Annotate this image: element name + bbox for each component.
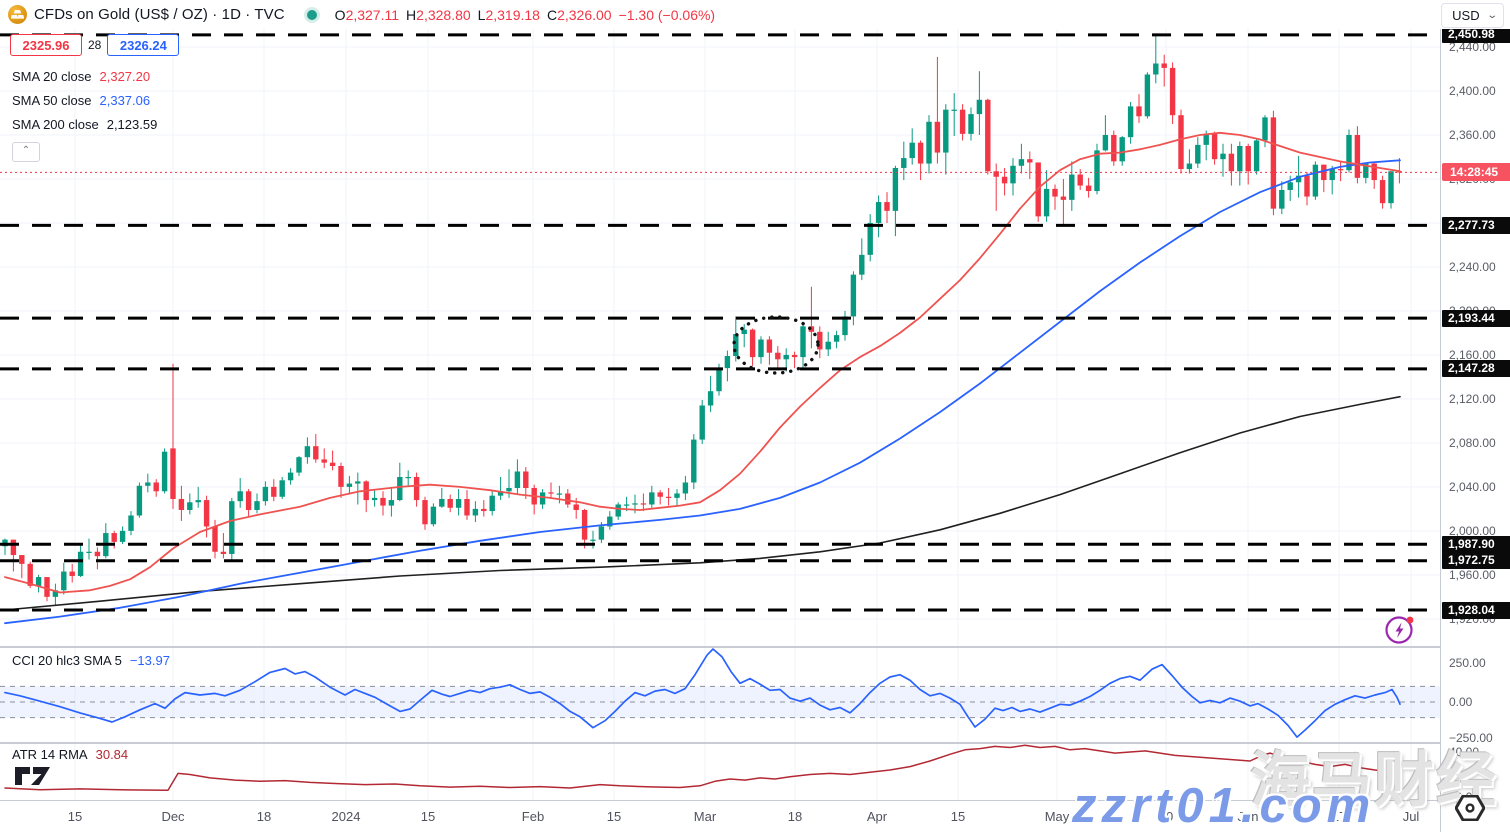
market-status-dot[interactable] bbox=[306, 9, 317, 20]
price-axis[interactable]: 1,920.00 1,960.00 2,000.00 2,040.00 2,080.00… bbox=[1440, 0, 1510, 832]
price-tick: 1,960.00 bbox=[1449, 567, 1496, 582]
close-value: 2,326.00 bbox=[557, 6, 612, 23]
low-label: L bbox=[477, 6, 486, 23]
time-tick: 18 bbox=[256, 809, 272, 824]
spread-value: 28 bbox=[82, 38, 108, 52]
atr-title: ATR 14 RMA bbox=[12, 747, 88, 762]
cci-tick: 0.00 bbox=[1449, 695, 1473, 709]
market-flash-icon[interactable] bbox=[1382, 611, 1418, 647]
high-value: 2,328.80 bbox=[416, 6, 471, 23]
ellipse-annotation bbox=[732, 315, 820, 375]
time-tick: Dec bbox=[161, 809, 185, 824]
time-tick: 15 bbox=[606, 809, 622, 824]
order-panel: 2325.96 28 2326.24 bbox=[10, 34, 180, 56]
atr-value: 30.84 bbox=[95, 747, 129, 762]
time-tick: 2024 bbox=[331, 809, 361, 824]
high-label: H bbox=[406, 6, 417, 23]
time-tick: Jun bbox=[1237, 809, 1259, 824]
legend-row-sma20[interactable]: SMA 20 close 2,327.20 bbox=[12, 64, 157, 88]
price-tick: 2,040.00 bbox=[1449, 479, 1496, 494]
open-value: 2,327.11 bbox=[345, 6, 400, 23]
time-tick: Apr bbox=[866, 809, 888, 824]
cci-tick: 250.00 bbox=[1449, 656, 1486, 670]
open-label: O bbox=[334, 6, 346, 23]
level-price-label: 1,972.75 bbox=[1442, 552, 1510, 570]
cci-value: −13.97 bbox=[129, 653, 170, 668]
currency-dropdown[interactable]: USD ⌄ bbox=[1441, 3, 1504, 28]
time-tick: 15 bbox=[950, 809, 966, 824]
symbol-block[interactable]: CFDs on Gold (US$ / OZ) · 1D · TVC bbox=[8, 5, 285, 24]
currency-label: USD bbox=[1452, 8, 1480, 23]
tradingview-logo[interactable] bbox=[14, 766, 56, 786]
sma20-name: SMA 20 close bbox=[12, 68, 92, 84]
level-price-label: 2,277.73 bbox=[1442, 216, 1510, 234]
price-tick: 2,240.00 bbox=[1449, 259, 1496, 274]
indicator-legend: SMA 20 close 2,327.20 SMA 50 close 2,337… bbox=[12, 64, 157, 162]
sma200-name: SMA 200 close bbox=[12, 116, 99, 132]
price-tick: 2,080.00 bbox=[1449, 435, 1496, 450]
level-price-label: 2,193.44 bbox=[1442, 309, 1510, 327]
sell-price-button[interactable]: 2325.96 bbox=[10, 34, 82, 56]
sma200-value: 2,123.59 bbox=[106, 116, 158, 132]
time-axis[interactable]: 15 Dec 18 2024 15 Feb 15 Mar 18 Apr 15 May 20 Jun 17 Ju… bbox=[0, 800, 1510, 833]
atr-tick: 20.00 bbox=[1449, 790, 1480, 804]
gold-coin-icon bbox=[8, 5, 27, 24]
time-tick: 20 bbox=[1158, 809, 1174, 824]
price-tick: 2,400.00 bbox=[1449, 83, 1496, 98]
time-tick: 17 bbox=[1331, 809, 1347, 824]
chevron-down-icon: ⌄ bbox=[1485, 10, 1498, 21]
ohlc-values: O2,327.11 H2,328.80 L2,319.18 C2,326.00 … bbox=[335, 7, 715, 23]
time-tick: 15 bbox=[67, 809, 83, 824]
price-tick: 2,120.00 bbox=[1449, 391, 1496, 406]
chart-header: CFDs on Gold (US$ / OZ) · 1D · TVC O2,32… bbox=[0, 0, 1510, 29]
level-price-label: 1,928.04 bbox=[1442, 601, 1510, 619]
cci-title: CCI 20 hlc3 SMA 5 bbox=[12, 653, 122, 668]
price-tick: 2,160.00 bbox=[1449, 347, 1496, 362]
low-value: 2,319.18 bbox=[485, 6, 540, 23]
price-tick: 2,000.00 bbox=[1449, 523, 1496, 538]
collapse-legend-button[interactable]: ⌃ bbox=[12, 142, 40, 162]
level-price-label: 1,987.90 bbox=[1442, 535, 1510, 553]
sma50-value: 2,337.06 bbox=[99, 92, 151, 108]
price-tick: 2,360.00 bbox=[1449, 127, 1496, 142]
time-tick: 15 bbox=[420, 809, 436, 824]
legend-row-sma50[interactable]: SMA 50 close 2,337.06 bbox=[12, 88, 157, 112]
cci-legend[interactable]: CCI 20 hlc3 SMA 5 −13.97 bbox=[12, 653, 170, 668]
time-tick: Feb bbox=[521, 809, 545, 824]
level-price-label: 2,147.28 bbox=[1442, 360, 1510, 378]
price-tick: 2,440.00 bbox=[1449, 40, 1496, 54]
sma20-value: 2,327.20 bbox=[99, 68, 151, 84]
symbol-title: CFDs on Gold (US$ / OZ) · 1D · TVC bbox=[34, 6, 285, 23]
level-price-label: 2,450.98 bbox=[1442, 26, 1510, 44]
bar-countdown-label: 14:28:45 bbox=[1442, 163, 1510, 182]
time-tick: 18 bbox=[787, 809, 803, 824]
time-tick: Mar bbox=[693, 809, 717, 824]
buy-price-button[interactable]: 2326.24 bbox=[107, 34, 180, 56]
cci-tick: −250.00 bbox=[1449, 731, 1493, 745]
legend-row-sma200[interactable]: SMA 200 close 2,123.59 bbox=[12, 112, 157, 136]
close-label: C bbox=[546, 6, 558, 23]
atr-tick: 40.00 bbox=[1449, 745, 1480, 759]
atr-legend[interactable]: ATR 14 RMA 30.84 bbox=[12, 747, 128, 762]
change-value: −1.30 (−0.06%) bbox=[618, 6, 716, 23]
sma50-name: SMA 50 close bbox=[12, 92, 92, 108]
time-tick: May bbox=[1044, 809, 1070, 824]
time-tick: Jul bbox=[1402, 809, 1420, 824]
